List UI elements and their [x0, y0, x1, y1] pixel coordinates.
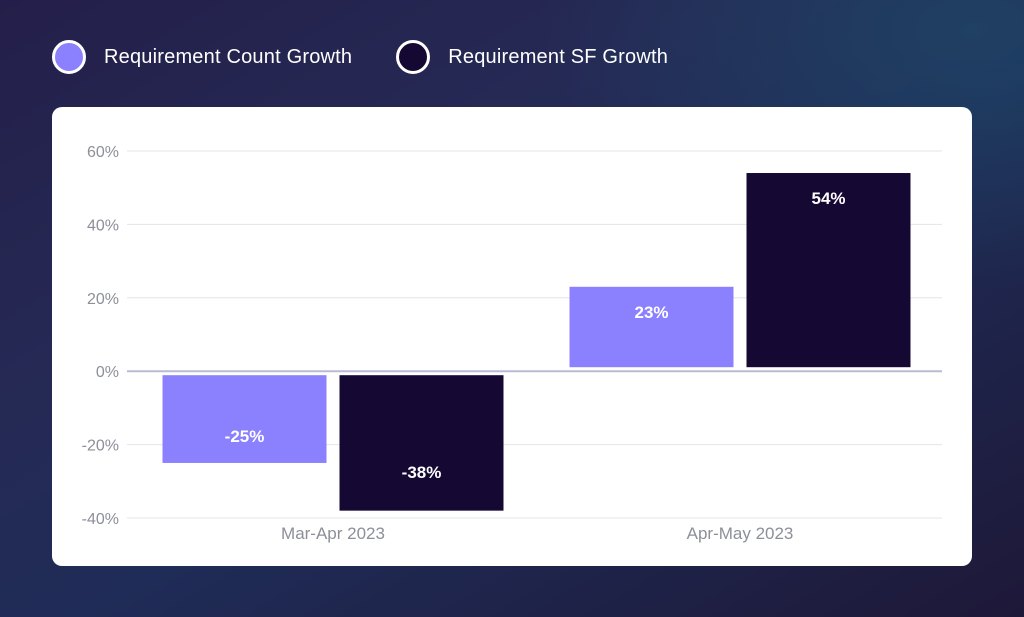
- legend-item-sf-growth: Requirement SF Growth: [396, 40, 668, 74]
- bar-sf-growth-1: [746, 173, 911, 368]
- legend-swatch-sf-growth: [396, 40, 431, 74]
- bar-data-label: -25%: [225, 427, 265, 446]
- y-tick-label: 40%: [87, 217, 119, 234]
- bar-chart: 60% 40% 20% 0% -20% -40% -25% 23% -38% 54% Mar-Apr…: [82, 144, 942, 543]
- y-tick-label: -40%: [82, 511, 119, 528]
- y-tick-label: 20%: [87, 291, 119, 308]
- x-category-label: Mar-Apr 2023: [281, 524, 385, 543]
- y-tick-label: 60%: [87, 144, 119, 161]
- bar-count-growth-1: [569, 286, 734, 368]
- bar-data-label: -38%: [402, 463, 442, 482]
- legend-label-sf-growth: Requirement SF Growth: [448, 45, 669, 68]
- bar-data-label: 54%: [811, 189, 845, 208]
- bar-data-label: 23%: [634, 303, 668, 322]
- y-tick-label: 0%: [96, 364, 119, 381]
- chart-card: 60% 40% 20% 0% -20% -40% -25% 23% -38% 54% Mar-Apr…: [52, 107, 972, 566]
- x-category-label: Apr-May 2023: [687, 524, 794, 543]
- legend-swatch-count-growth: [52, 40, 86, 74]
- legend-item-count-growth: Requirement Count Growth: [52, 40, 352, 74]
- bar-sf-growth-0: [339, 375, 504, 511]
- bar-count-growth-0: [162, 375, 327, 463]
- y-tick-label: -20%: [82, 438, 119, 455]
- legend-label-count-growth: Requirement Count Growth: [104, 45, 353, 68]
- chart-legend: Requirement Count Growth Requirement SF …: [52, 40, 712, 74]
